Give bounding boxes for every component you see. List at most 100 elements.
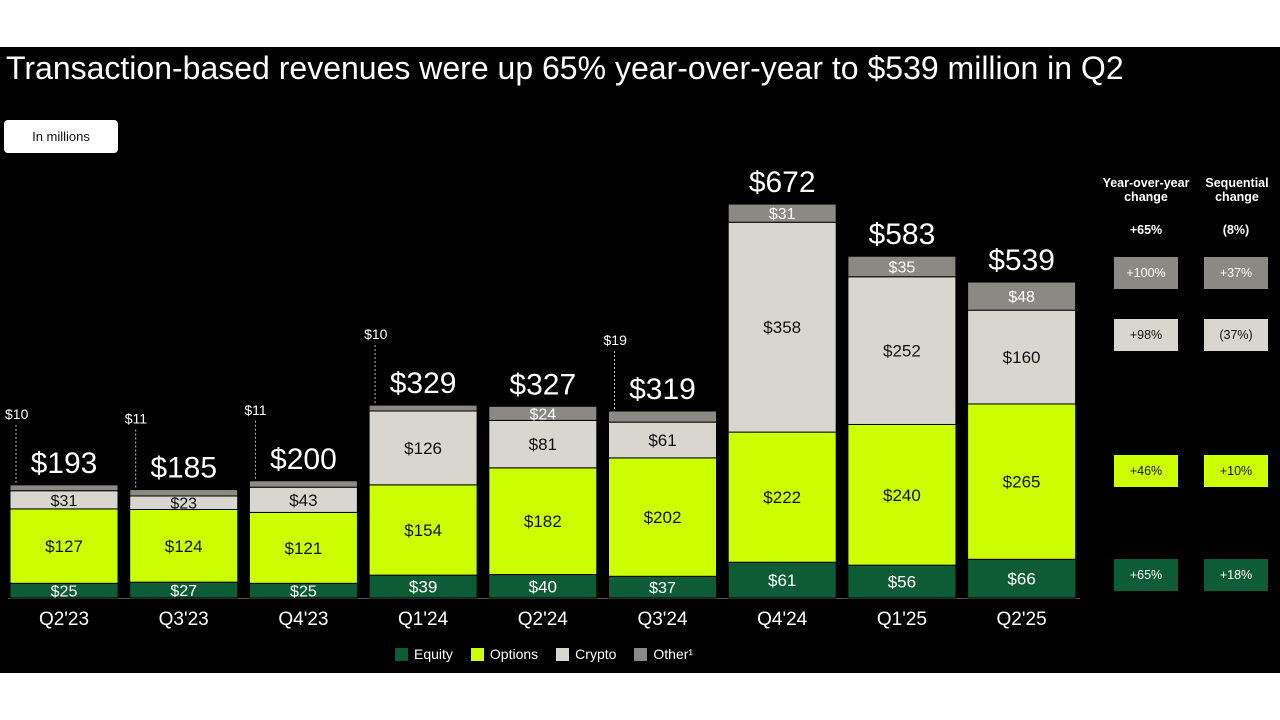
legend-item-other: Other¹ [634,646,693,662]
legend-swatch-other [634,647,648,661]
bar-label-crypto-q2-24: $81 [529,435,557,454]
bar-other-q3-24 [608,410,717,423]
x-tick-label-q1-25: Q1'25 [877,609,927,630]
sequential-change-equity: +18% [1204,559,1268,591]
yoy-change-options: +46% [1114,455,1178,487]
bar-label-other-q3-23: $11 [125,411,148,427]
sequential-change-other: +37% [1204,257,1268,289]
bar-label-equity-q1-24: $39 [409,578,437,597]
bar-label-other-q3-24: $19 [604,332,628,348]
x-tick-label-q1-24: Q1'24 [398,609,449,630]
x-tick-label-q3-23: Q3'23 [159,609,209,630]
bar-label-options-q2-24: $182 [524,512,562,531]
bar-equity-q1-25 [847,564,957,599]
bar-other-q2-24 [488,405,598,421]
total-label-q1-25: $583 [869,218,936,251]
bar-other-q2-23 [9,484,119,492]
bar-other-q3-23 [129,489,239,497]
legend-label-other: Other¹ [653,646,694,662]
bar-label-options-q4-23: $121 [284,539,322,558]
bar-label-options-q3-24: $202 [644,508,682,527]
bar-label-other-q2-23: $10 [5,406,29,422]
x-tick-label-q4-23: Q4'23 [278,609,328,630]
bar-crypto-q1-25 [847,276,957,425]
sequential-change-crypto: (37%) [1204,319,1268,351]
bar-label-equity-q1-25: $56 [888,573,916,592]
bar-label-equity-q2-24: $40 [529,577,557,596]
bar-label-crypto-q3-23: $23 [170,496,197,513]
bar-label-options-q1-24: $154 [404,521,442,540]
bar-equity-q2-25 [967,558,1077,599]
bar-options-q3-23 [129,508,239,583]
bar-options-q3-24 [608,457,717,577]
bar-other-q2-25 [967,281,1077,311]
yoy-change-other: +100% [1114,257,1178,289]
bar-label-options-q2-23: $127 [45,537,83,556]
bar-label-other-q1-25: $35 [889,260,916,277]
bar-options-q2-23 [9,508,119,584]
total-label-q2-24: $327 [509,368,576,401]
bar-label-other-q2-24: $24 [529,406,556,423]
legend-item-options: Options [470,646,539,662]
bar-label-equity-q2-23: $25 [51,584,78,601]
x-tick-label-q4-24: Q4'24 [757,609,808,630]
chart-legend: Equity Options Crypto Other¹ [395,646,693,662]
sequential-total-change: (8%) [1222,223,1250,237]
total-label-q2-25: $539 [988,244,1055,277]
bar-options-q4-24 [727,431,837,563]
bar-other-q1-25 [847,255,957,278]
sequential-header: Sequential change [1205,176,1269,204]
legend-swatch-options [470,647,484,661]
bar-label-crypto-q2-23: $31 [51,493,78,510]
bar-label-other-q2-25: $48 [1008,289,1035,306]
units-badge: In millions [4,120,118,153]
bar-label-equity-q4-23: $25 [290,584,317,601]
bar-label-equity-q3-24: $37 [649,580,676,597]
bar-other-q4-24 [727,203,837,223]
bar-label-other-q1-24: $10 [364,326,388,342]
bar-label-options-q3-23: $124 [165,537,203,556]
yoy-change-equity: +65% [1114,559,1178,591]
total-label-q3-24: $319 [629,373,696,406]
bar-equity-q4-24 [727,561,837,599]
bar-label-crypto-q2-25: $160 [1003,348,1041,367]
bar-label-other-q4-24: $31 [769,206,796,223]
yoy-header: Year-over-year change [1102,176,1190,204]
bar-label-options-q1-25: $240 [883,486,921,505]
bar-options-q1-24 [368,484,478,576]
x-tick-label-q3-24: Q3'24 [637,609,688,630]
x-tick-label-q2-24: Q2'24 [518,609,569,630]
legend-swatch-equity [395,647,408,661]
bar-label-crypto-q4-24: $358 [763,318,801,337]
sequential-change-options: +10% [1204,455,1268,487]
bar-crypto-q2-24 [488,419,598,469]
bar-label-crypto-q1-25: $252 [883,342,921,361]
total-label-q4-23: $200 [270,443,337,476]
bar-label-other-q4-23: $11 [244,402,267,418]
bar-label-options-q2-25: $265 [1003,473,1041,492]
bar-options-q4-23 [248,511,358,584]
bar-crypto-q1-24 [368,410,478,486]
bar-label-options-q4-24: $222 [763,488,801,507]
total-label-q2-23: $193 [31,447,98,480]
legend-label-options: Options [489,646,539,662]
bar-crypto-q4-23 [248,486,358,513]
bar-options-q2-24 [488,467,598,576]
legend-item-equity: Equity [395,646,453,662]
yoy-total-change: +65% [1129,223,1163,237]
x-tick-label-q2-23: Q2'23 [39,609,89,630]
total-label-q1-24: $329 [390,367,457,400]
x-tick-label-q2-25: Q2'25 [997,609,1047,630]
yoy-change-crypto: +98% [1114,319,1178,351]
legend-item-crypto: Crypto [556,646,616,662]
total-label-q3-23: $185 [150,452,217,485]
legend-label-equity: Equity [414,646,453,662]
legend-swatch-crypto [556,647,570,661]
bar-label-crypto-q4-23: $43 [289,491,317,510]
bar-crypto-q2-25 [967,309,1077,405]
bar-label-equity-q3-23: $27 [170,583,197,600]
total-label-q4-24: $672 [749,166,816,199]
bar-options-q2-25 [967,403,1077,560]
bar-options-q1-25 [847,423,957,566]
bar-label-crypto-q3-24: $61 [648,431,676,450]
